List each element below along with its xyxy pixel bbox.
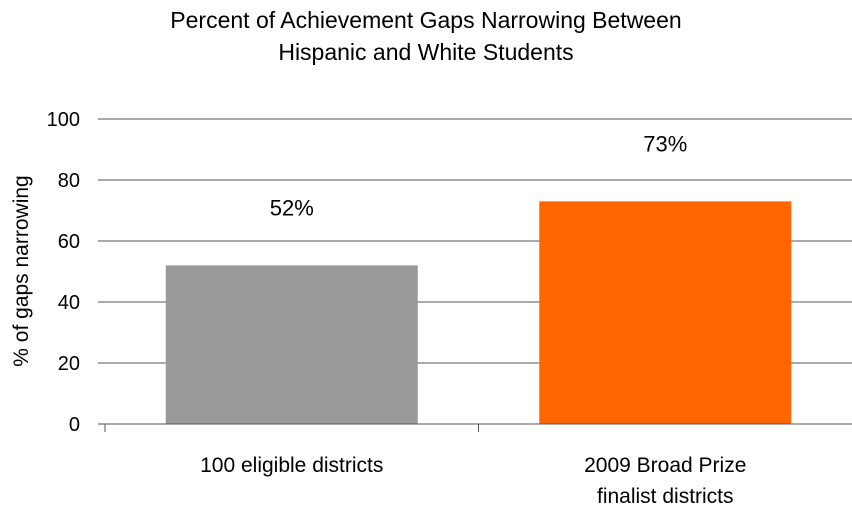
bar	[165, 265, 418, 424]
y-tick-label: 60	[58, 231, 80, 253]
bar	[539, 201, 792, 424]
y-axis-label: % of gaps narrowing	[10, 175, 33, 366]
y-tick-label: 20	[58, 353, 80, 375]
x-category-label: finalist districts	[597, 485, 734, 506]
y-tick-label: 40	[58, 292, 80, 314]
y-tick-label: 0	[69, 414, 80, 436]
data-label: 73%	[643, 131, 687, 156]
chart-title: Percent of Achievement Gaps Narrowing Be…	[170, 7, 681, 65]
x-category-label: 100 eligible districts	[200, 454, 383, 477]
data-labels: 52% 73%	[270, 131, 688, 220]
y-axis-ticks: 0 20 40 60 80 100	[47, 109, 105, 436]
bars	[165, 201, 792, 424]
x-axis	[104, 423, 852, 432]
x-category-label: 2009 Broad Prize	[584, 454, 746, 477]
y-tick-label: 100	[47, 109, 80, 131]
x-axis-labels: 100 eligible districts 2009 Broad Prize fi…	[200, 454, 746, 506]
chart-title-line: Percent of Achievement Gaps Narrowing Be…	[170, 7, 681, 33]
y-tick-label: 80	[58, 170, 80, 192]
data-label: 52%	[270, 195, 314, 220]
chart-title-line: Hispanic and White Students	[278, 39, 573, 65]
